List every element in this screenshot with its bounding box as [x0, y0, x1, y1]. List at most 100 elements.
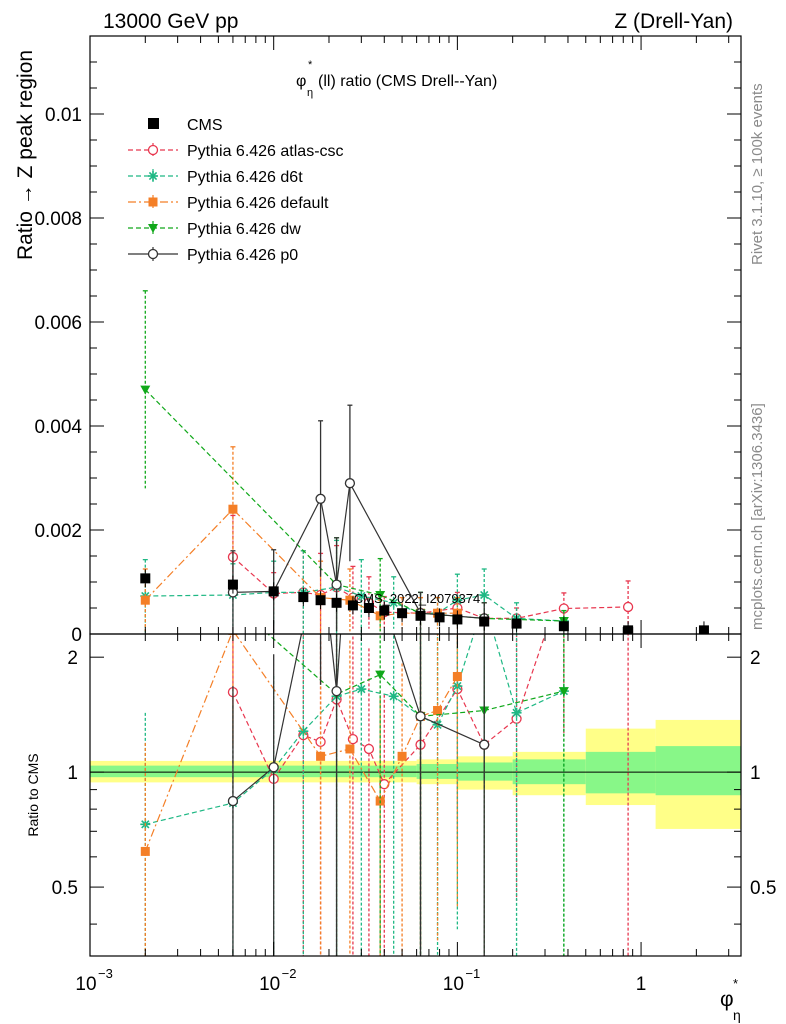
cms-point: [698, 625, 709, 634]
x-label-phi: φ: [720, 988, 734, 1011]
x-tick-mantissa: 1: [636, 974, 647, 995]
legend-label-cms: CMS: [187, 117, 223, 134]
cms-uncertainty-band: [90, 719, 741, 829]
mcplots-source-label: mcplots.cern.ch [arXiv:1306.3436]: [749, 403, 766, 630]
series-2-ratio-point: [140, 846, 150, 856]
cms-point: [227, 579, 238, 590]
series-3-line: [144, 389, 564, 622]
series-4-point: [344, 478, 356, 489]
y-tick-label-ratio-right: 2: [750, 648, 761, 669]
legend-entry-2: Pythia 6.426 default: [128, 195, 329, 212]
legend-entry-4: Pythia 6.426 p0: [128, 247, 298, 264]
x-tick-mantissa: 10: [259, 974, 280, 995]
legend-label: Pythia 6.426 atlas-csc: [187, 143, 344, 160]
x-tick-label: 10−2: [259, 966, 296, 995]
legend-label: Pythia 6.426 dw: [187, 221, 301, 238]
legend-marker: [148, 197, 158, 207]
series-3-point: [140, 385, 151, 395]
y-tick-label-main: 0.01: [45, 105, 82, 126]
legend-label: Pythia 6.426 default: [187, 195, 329, 212]
legend-marker-cms: [148, 118, 159, 129]
series-1-ratio-point: [298, 726, 309, 737]
series-2-ratio-point: [316, 751, 326, 761]
y-tick-label-ratio: 2: [67, 648, 78, 669]
x-tick-mantissa: 10: [443, 974, 464, 995]
main-panel-series: [140, 290, 709, 634]
series-1-point: [479, 590, 490, 600]
cms-point: [558, 621, 569, 632]
rivet-version-label: Rivet 3.1.10, ≥ 100k events: [749, 83, 766, 265]
series-2-ratio-point: [397, 751, 407, 761]
legend-marker: [147, 144, 159, 156]
cms-point: [479, 616, 490, 627]
title-phi: φ: [296, 73, 306, 90]
legend-label: Pythia 6.426 p0: [187, 247, 298, 264]
series-2-point: [345, 595, 355, 605]
series-1-ratio-point: [388, 691, 399, 702]
y-tick-label-main: 0.008: [34, 209, 82, 230]
x-tick-exponent: −3: [98, 966, 113, 981]
cms-point: [452, 614, 463, 625]
series-4-ratio-point: [479, 739, 490, 750]
x-axis-label: φ * η: [720, 976, 741, 1023]
header-left: 13000 GeV pp: [103, 10, 238, 33]
band-inner-1: [416, 764, 458, 779]
series-3-ratio-point: [375, 670, 386, 680]
cms-point: [140, 573, 151, 584]
x-tick-label: 10−3: [75, 966, 112, 995]
series-0-main: [227, 514, 634, 634]
cms-point: [397, 608, 408, 619]
series-4-ratio-point: [268, 762, 279, 773]
y-axis-label-main: Ratio → Z peak region: [14, 50, 37, 260]
series-2-line: [144, 508, 458, 617]
cms-point: [434, 612, 445, 623]
series-0-line: [232, 556, 629, 620]
title-sup: *: [308, 59, 313, 71]
series-3-ratio-point: [558, 687, 569, 697]
legend-label: Pythia 6.426 d6t: [187, 169, 303, 186]
cms-point: [511, 618, 522, 629]
legend-entry-3: Pythia 6.426 dw: [128, 221, 301, 238]
x-tick-exponent: −2: [282, 966, 297, 981]
cms-point: [268, 586, 279, 597]
cms-point: [379, 605, 390, 616]
y-tick-label-ratio: 1: [67, 763, 78, 784]
legend-entry-0: Pythia 6.426 atlas-csc: [128, 143, 344, 160]
series-4-ratio: [227, 634, 490, 956]
cms-point: [347, 600, 358, 611]
series-3-ratio-point: [140, 522, 150, 531]
series-0-ratio-point: [559, 575, 568, 584]
x-label-sub: η: [733, 1007, 741, 1023]
series-2-point: [140, 595, 150, 605]
series-2-point: [228, 504, 238, 514]
series-2-ratio-point: [452, 672, 462, 682]
series-1-ratio-point: [511, 707, 522, 718]
ratio-panel-frame: [89, 633, 742, 957]
band-inner-5: [655, 746, 741, 796]
x-tick-label: 1: [636, 974, 647, 995]
series-4-ratio-point: [331, 685, 342, 697]
band-inner-2: [457, 762, 513, 781]
series-3-main: [140, 290, 569, 634]
analysis-watermark: CMS_2022_I2079374: [354, 591, 481, 606]
series-0-point: [622, 601, 634, 613]
cms-point: [315, 595, 326, 606]
series-2-ratio-point: [345, 744, 355, 754]
y-tick-label-ratio-right: 1: [750, 763, 761, 784]
y-axis-label-ratio: Ratio to CMS: [25, 753, 41, 836]
cms-data: [140, 569, 709, 634]
series-1-point: [356, 591, 367, 602]
series-1-ratio-point: [356, 684, 367, 695]
series-2-ratio-point: [433, 706, 443, 716]
series-0-ratio-point: [347, 734, 359, 745]
series-4-ratio-line: [232, 634, 485, 802]
series-0-ratio-point: [363, 743, 375, 755]
y-tick-label-ratio-right: 0.5: [750, 878, 776, 899]
cms-point: [623, 625, 634, 634]
series-4-ratio-point: [227, 795, 239, 807]
ratio-panel-series: [140, 522, 629, 956]
legend-marker: [148, 171, 158, 181]
series-0-ratio-line: [232, 634, 546, 786]
cms-point: [331, 597, 342, 608]
